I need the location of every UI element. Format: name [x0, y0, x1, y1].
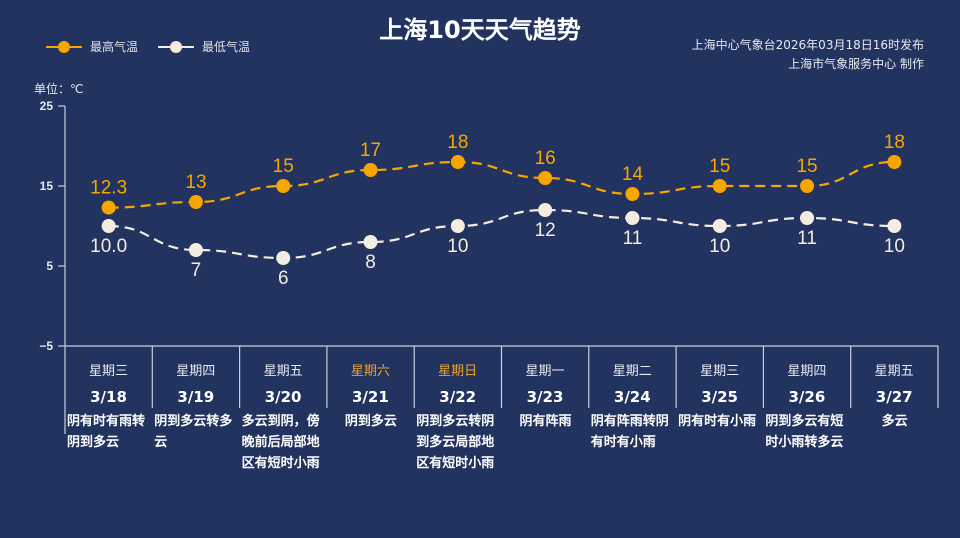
publish-info: 上海中心气象台2026年03月18日16时发布 — [691, 38, 924, 52]
date-label: 3/19 — [177, 388, 215, 406]
low-temp-label: 6 — [278, 268, 289, 289]
legend: 最高气温 最低气温 — [46, 38, 250, 55]
low-temp-label: 11 — [797, 228, 817, 249]
date-label: 3/27 — [875, 388, 913, 406]
low-temp-point — [450, 219, 465, 233]
weather-description: 阴有阵雨 — [519, 414, 572, 429]
low-temp-label: 12 — [535, 220, 556, 241]
low-temp-point — [625, 211, 640, 225]
weekday-label: 星期五 — [263, 364, 303, 379]
legend-item-high: 最高气温 — [46, 38, 138, 55]
date-label: 3/24 — [613, 388, 651, 406]
legend-item-low: 最低气温 — [158, 38, 250, 55]
day-header: 星期二 3/24 — [589, 348, 676, 406]
date-label: 3/21 — [351, 388, 389, 406]
high-temp-point — [363, 163, 378, 177]
y-tick-label: 15 — [40, 179, 54, 193]
weather-description: 阴有时有小雨 — [678, 414, 757, 429]
weekday-label: 星期日 — [438, 364, 478, 379]
high-temp-label: 14 — [622, 164, 644, 185]
low-temp-point — [538, 203, 553, 217]
day-header: 星期日 3/22 — [414, 348, 501, 406]
high-temp-point — [538, 171, 553, 185]
weekday-label: 星期一 — [525, 364, 565, 379]
weather-description: 阴到多云 — [344, 414, 397, 429]
legend-label-high: 最高气温 — [90, 40, 139, 54]
date-label: 3/22 — [439, 388, 477, 406]
high-temp-label: 16 — [535, 148, 556, 169]
day-header: 星期六 3/21 — [327, 348, 414, 406]
low-temp-point — [887, 219, 902, 233]
high-temp-label: 13 — [185, 172, 206, 193]
high-temp-point — [188, 195, 203, 209]
high-temp-label: 15 — [273, 156, 294, 177]
low-temp-point — [276, 251, 291, 265]
y-tick-label: 5 — [46, 259, 53, 273]
weather-description: 多云到阴，傍晚前后局部地区有短时小雨 — [241, 414, 320, 471]
weekday-label: 星期二 — [612, 364, 652, 379]
weather-description: 阴有阵雨转阴有时有小雨 — [590, 414, 669, 450]
weather-description: 阴有时有雨转阴到多云 — [67, 414, 146, 450]
low-temp-point — [363, 235, 378, 249]
producer-info: 上海市气象服务中心 制作 — [788, 57, 924, 71]
low-temp-point — [712, 219, 727, 233]
high-temp-label: 15 — [709, 156, 730, 177]
unit-label: 单位：℃ — [34, 82, 84, 96]
high-temp-point — [625, 187, 640, 201]
weekday-label: 星期四 — [787, 364, 827, 379]
source-info: 上海中心气象台2026年03月18日16时发布 上海市气象服务中心 制作 — [692, 36, 924, 74]
weekday-label: 星期五 — [874, 364, 914, 379]
chart-title: 上海10天天气趋势 — [379, 16, 581, 44]
high-temp-label: 15 — [796, 156, 817, 177]
high-temp-point — [276, 179, 291, 193]
high-temp-label: 18 — [447, 132, 468, 153]
low-temp-point — [800, 211, 815, 225]
high-temp-point — [101, 200, 116, 215]
legend-label-low: 最低气温 — [202, 40, 251, 54]
low-temp-line — [108, 208, 895, 260]
low-temp-point — [188, 243, 203, 257]
high-temp-point — [450, 155, 465, 169]
high-temp-point — [712, 179, 727, 193]
low-temp-marker-icon — [158, 40, 195, 53]
date-label: 3/26 — [788, 388, 826, 406]
day-header: 星期四 3/19 — [152, 348, 239, 406]
date-label: 3/20 — [264, 388, 302, 406]
high-temp-label: 12.3 — [90, 178, 127, 199]
high-temp-point — [800, 179, 815, 193]
low-temp-label: 8 — [365, 252, 376, 273]
high-temp-label: 17 — [360, 140, 381, 161]
high-temp-marker-icon — [46, 40, 82, 53]
day-header: 星期一 3/23 — [502, 348, 589, 406]
low-temp-label: 10 — [447, 236, 468, 257]
low-temp-label: 11 — [623, 228, 643, 249]
low-temp-point — [101, 219, 116, 233]
low-temp-label: 10 — [709, 236, 730, 257]
date-label: 3/18 — [90, 388, 127, 406]
weather-description: 阴到多云有短时小雨转多云 — [765, 414, 844, 450]
low-temp-label: 10.0 — [90, 236, 127, 257]
day-header: 星期四 3/26 — [763, 348, 850, 406]
day-header: 星期五 3/20 — [240, 348, 327, 406]
weekday-label: 星期六 — [350, 364, 390, 379]
weather-description: 阴到多云转阴到多云局部地区有短时小雨 — [416, 414, 495, 471]
weekday-label: 星期四 — [176, 364, 216, 379]
date-label: 3/23 — [526, 388, 564, 406]
y-tick-label: 25 — [40, 99, 54, 113]
day-header: 星期三 3/18 — [65, 348, 152, 406]
date-label: 3/25 — [701, 388, 738, 406]
day-header: 星期三 3/25 — [676, 348, 763, 406]
weather-description: 阴到多云转多云 — [154, 414, 233, 450]
high-temp-point — [887, 155, 902, 169]
low-temp-label: 10 — [884, 236, 905, 257]
high-temp-label: 18 — [884, 132, 905, 153]
weekday-label: 星期三 — [700, 364, 740, 379]
low-temp-label: 7 — [191, 260, 202, 281]
day-header: 星期五 3/27 — [851, 348, 938, 406]
weekday-label: 星期三 — [88, 364, 128, 379]
weather-description: 多云 — [881, 414, 908, 429]
y-tick-label: −5 — [39, 339, 53, 353]
high-temp-line — [108, 160, 895, 209]
